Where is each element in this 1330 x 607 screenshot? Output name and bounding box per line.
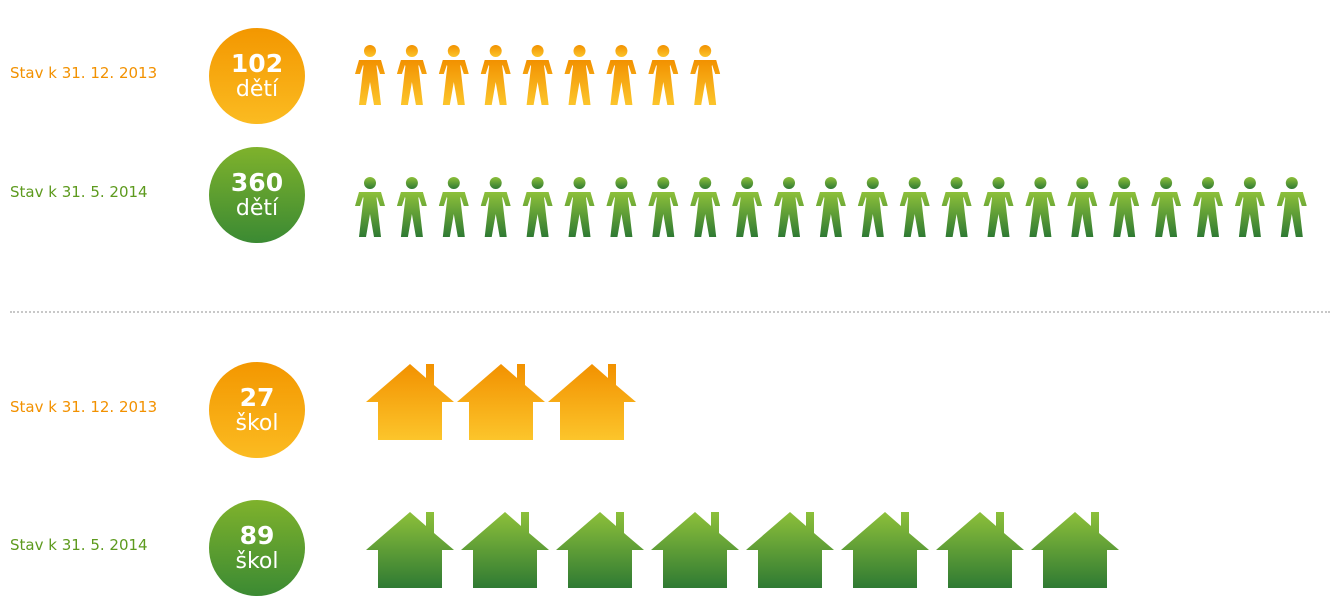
schools-2014-circle: 89 škol <box>209 500 305 596</box>
house-icon <box>366 512 454 588</box>
schools-2014-value: 89 <box>239 521 275 551</box>
person-icon <box>732 177 763 237</box>
person-icon <box>815 177 846 237</box>
person-icon <box>480 45 511 105</box>
person-icon <box>1151 177 1182 237</box>
person-icon <box>857 177 888 237</box>
house-icon <box>746 512 834 588</box>
section-divider <box>10 311 1330 313</box>
person-icon <box>983 177 1014 237</box>
person-icon <box>522 177 553 237</box>
house-icon <box>461 512 549 588</box>
person-icon <box>606 45 637 105</box>
person-icon <box>648 45 679 105</box>
person-icon <box>564 177 595 237</box>
children-2013-unit: dětí <box>235 76 279 102</box>
house-icon <box>841 512 929 588</box>
person-icon <box>396 177 427 237</box>
person-icon <box>522 45 553 105</box>
person-icon <box>648 177 679 237</box>
person-icon <box>606 177 637 237</box>
house-icon <box>651 512 739 588</box>
schools-2013-value: 27 <box>239 383 275 413</box>
children-2013-value: 102 <box>230 49 284 79</box>
children-2014-unit: dětí <box>235 195 279 221</box>
person-icon <box>1109 177 1140 237</box>
person-icon <box>1276 177 1307 237</box>
house-icon <box>556 512 644 588</box>
person-icon <box>480 177 511 237</box>
person-icon <box>1234 177 1265 237</box>
person-icon <box>1067 177 1098 237</box>
person-icon <box>396 45 427 105</box>
children-2014-circle: 360 dětí <box>209 147 305 243</box>
children-2013-circle: 102 dětí <box>209 28 305 124</box>
person-icon <box>564 45 595 105</box>
schools-2014-label: Stav k 31. 5. 2014 <box>10 536 148 554</box>
schools-2013-unit: škol <box>235 410 279 436</box>
house-icon <box>457 364 545 440</box>
children-2014-value: 360 <box>230 168 284 198</box>
person-icon <box>899 177 930 237</box>
person-icon <box>941 177 972 237</box>
person-icon <box>1025 177 1056 237</box>
children-2014-label: Stav k 31. 5. 2014 <box>10 183 148 201</box>
schools-2013-label: Stav k 31. 12. 2013 <box>10 398 158 416</box>
house-icon <box>1031 512 1119 588</box>
person-icon <box>690 45 721 105</box>
children-2013-label: Stav k 31. 12. 2013 <box>10 64 158 82</box>
schools-2013-circle: 27 škol <box>209 362 305 458</box>
house-icon <box>366 364 454 440</box>
house-icon <box>936 512 1024 588</box>
person-icon <box>355 177 385 237</box>
person-icon <box>355 45 385 105</box>
person-icon <box>1193 177 1223 237</box>
person-icon <box>774 177 804 237</box>
person-icon <box>690 177 721 237</box>
person-icon <box>438 177 469 237</box>
house-icon <box>548 364 636 440</box>
schools-2014-unit: škol <box>235 548 279 574</box>
person-icon <box>438 45 469 105</box>
